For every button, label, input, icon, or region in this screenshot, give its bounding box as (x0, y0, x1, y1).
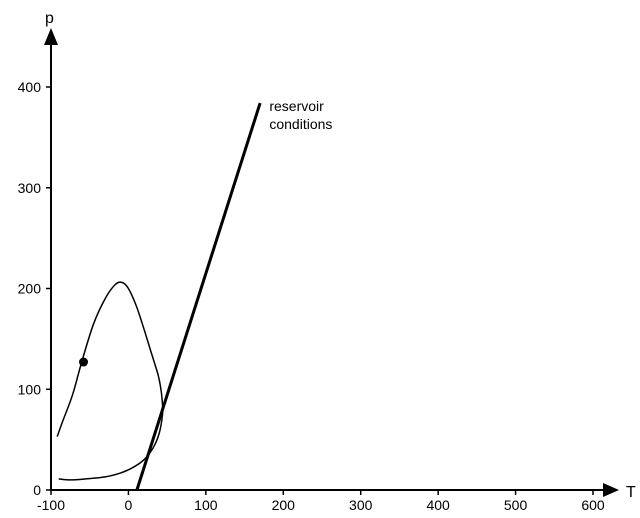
y-axis-label: p (45, 10, 54, 27)
x-axis-arrow (603, 483, 619, 497)
x-tick-label: 400 (426, 497, 450, 513)
x-tick-label: -100 (37, 497, 65, 513)
reservoir-conditions-line (135, 102, 262, 491)
critical-point-marker (79, 357, 89, 367)
y-tick-label: 300 (18, 180, 42, 196)
y-axis-arrow (44, 28, 58, 45)
y-tick-label: 0 (33, 482, 41, 498)
x-axis-ticks: -100 0 100 200 300 400 500 600 (37, 490, 605, 513)
x-tick-label: 100 (194, 497, 218, 513)
y-tick-label: 200 (18, 281, 42, 297)
annotations-layer: reservoir conditions (269, 98, 332, 132)
annotation-line: reservoir (269, 98, 324, 114)
x-tick-label: 300 (349, 497, 373, 513)
y-tick-label: 100 (18, 381, 42, 397)
points-layer (79, 357, 89, 367)
y-axis-ticks: 0 100 200 300 400 (18, 79, 51, 498)
reservoir-conditions-annotation: reservoir conditions (269, 98, 332, 132)
x-tick-label: 200 (272, 497, 296, 513)
axes (44, 28, 619, 497)
series-layer (56, 102, 262, 491)
annotation-line: conditions (269, 116, 332, 132)
x-axis-label: T (626, 484, 636, 501)
x-tick-label: 0 (125, 497, 133, 513)
y-tick-label: 400 (18, 79, 42, 95)
x-tick-label: 600 (581, 497, 605, 513)
phase-envelope-line (56, 281, 164, 481)
x-tick-label: 500 (504, 497, 528, 513)
